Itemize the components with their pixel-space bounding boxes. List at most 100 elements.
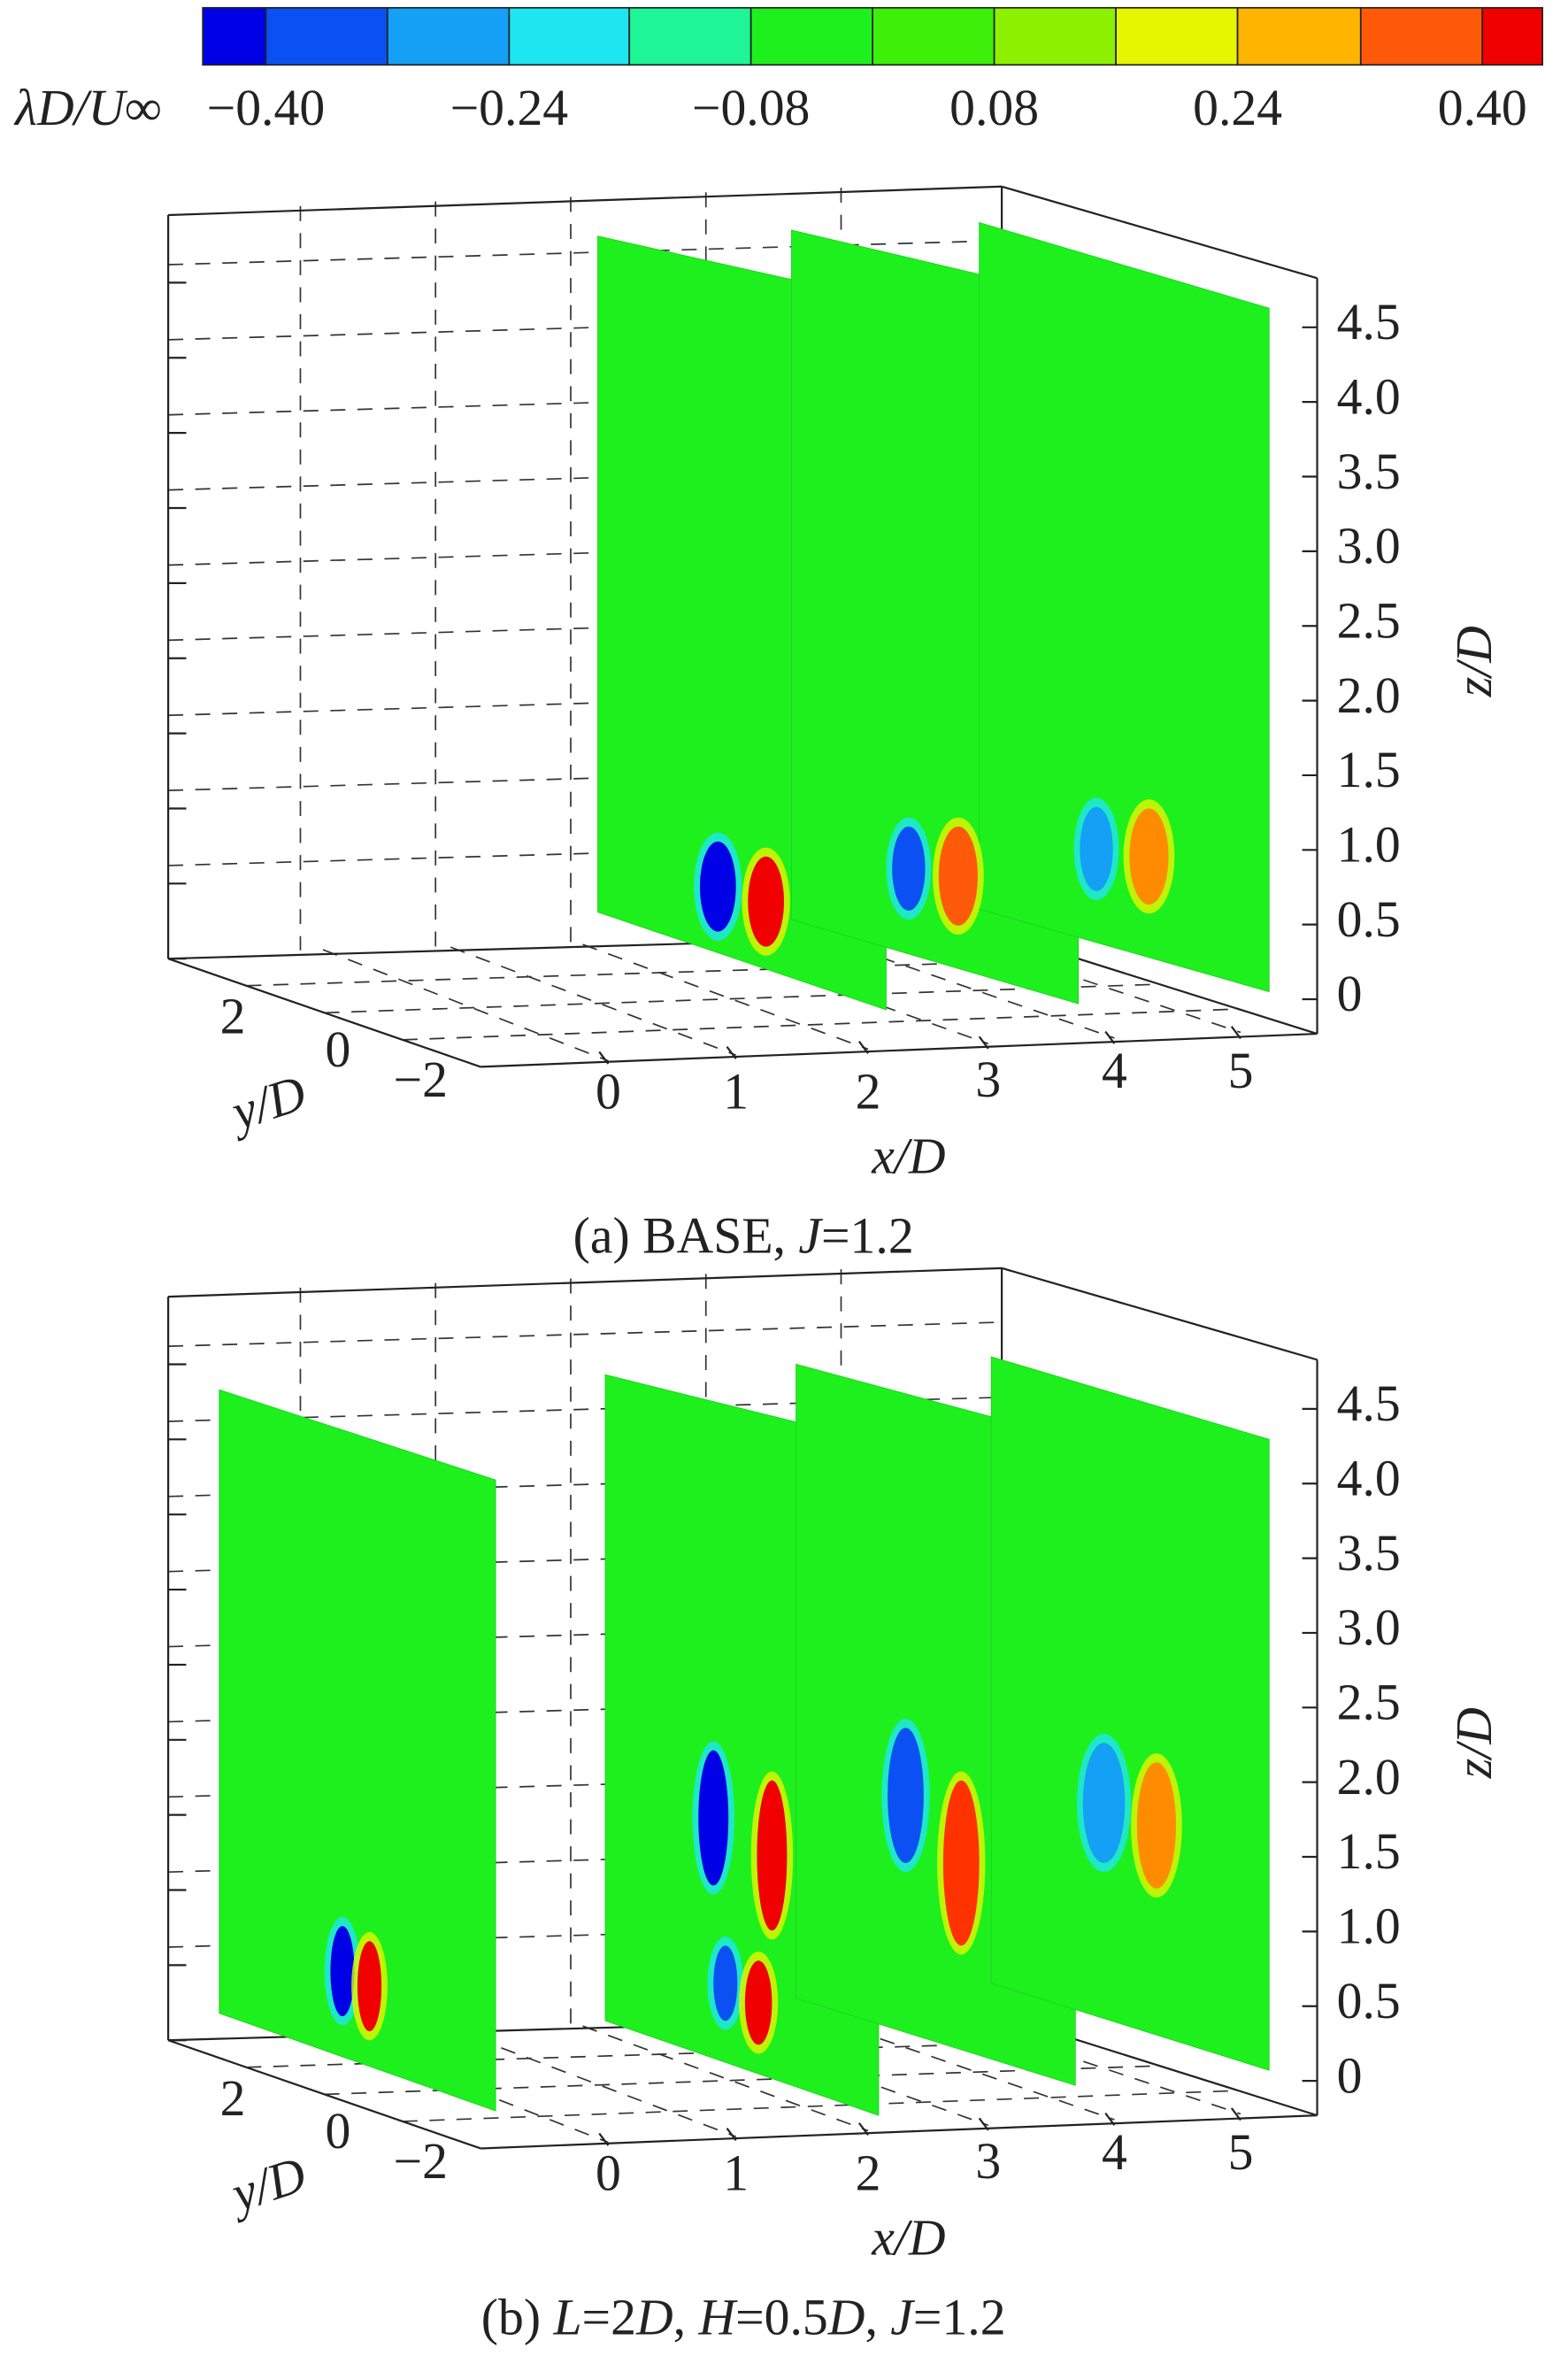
vortex-core [699, 841, 736, 932]
x-tick-label: 0 [596, 1065, 621, 1120]
x-tick-label: 3 [975, 1052, 1001, 1108]
grid-line [955, 935, 1241, 1034]
z-axis-label: z/D [1447, 626, 1503, 697]
x-tick-label: 4 [1102, 1043, 1127, 1099]
axis-line [1001, 1267, 1318, 1361]
colorbar-segment [265, 6, 388, 66]
colorbar-segment [872, 6, 995, 66]
x-tick-label: 3 [975, 2134, 1001, 2190]
x-tick-label: 2 [856, 2146, 881, 2202]
z-tick-label: 0.5 [1337, 892, 1401, 948]
x-tick-label: 1 [723, 1065, 749, 1120]
grid-line [168, 1321, 1003, 1347]
x-tick [598, 1051, 610, 1065]
caption-part: , [865, 2291, 890, 2346]
axis-line [168, 1267, 1003, 1298]
z-tick-label: 1.0 [1337, 818, 1401, 874]
grid-line [168, 240, 1003, 266]
grid-line [246, 959, 1081, 987]
z-tick-label: 4.0 [1337, 1451, 1401, 1506]
axis-line [480, 1032, 1318, 1068]
caption-part: (b) [481, 2291, 554, 2346]
caption-part: (a) BASE, [573, 1209, 799, 1265]
axis-line [167, 958, 481, 1068]
vortex-core [713, 1945, 738, 2021]
vortex-core [1136, 1762, 1176, 1889]
z-axis-label: z/D [1447, 1707, 1503, 1779]
x-tick-label: 4 [1102, 2125, 1127, 2181]
panel: 0 0.5 1.0 1.5 2.0 2.5 3.0 3.5 4.0 4.5 z/D 0 1 2 3 4 5 x/D… [166, 185, 1503, 1265]
vortex-core [330, 1926, 355, 2017]
grid-line [955, 2017, 1241, 2115]
x-tick [857, 2122, 869, 2136]
colorbar-segment [749, 6, 873, 66]
vortex-core [757, 1780, 788, 1931]
z-tick-label: 1.0 [1337, 1899, 1401, 1955]
vortex-core [698, 1750, 729, 1886]
caption-part: , [673, 2291, 699, 2346]
colorbar-segment [508, 6, 631, 66]
y-axis-label: y/D [221, 1065, 312, 1142]
y-tick-label: −2 [394, 1052, 448, 1108]
grid-line [168, 389, 1003, 416]
grid-line [828, 938, 1115, 1039]
caption-part: D [827, 2291, 865, 2346]
z-tick-label: 3.5 [1337, 444, 1401, 500]
grid-line [582, 943, 869, 1051]
grid-line [703, 941, 989, 1045]
y-tick-label: 0 [325, 2104, 350, 2160]
grid-line [168, 465, 1003, 491]
caption-part: D [635, 2291, 673, 2346]
x-tick-label: 5 [1228, 2125, 1254, 2181]
caption-part: =1.2 [913, 2291, 1006, 2346]
x-axis-label: x/D [871, 1129, 945, 1185]
colorbar-segment [1481, 6, 1543, 66]
vortex-core [357, 1941, 382, 2032]
caption: (b) L=2D, H=0.5D, J=1.2 [481, 2291, 1006, 2346]
vortex-core [938, 826, 978, 926]
vortex-core [942, 1780, 980, 1946]
grid-line [402, 2090, 1239, 2122]
colorbar-segment [1115, 6, 1239, 66]
vortex-core [1129, 808, 1169, 905]
x-tick [726, 2128, 737, 2141]
z-tick-label: 4.5 [1337, 295, 1401, 350]
caption: (a) BASE, J=1.2 [573, 1209, 914, 1265]
z-tick-label: 0 [1337, 966, 1363, 1022]
slice-plane [979, 221, 1270, 993]
x-tick [1230, 1026, 1241, 1040]
z-tick-label: 0 [1337, 2048, 1363, 2104]
colorbar-segment [1359, 6, 1484, 66]
grid-line [450, 946, 736, 1056]
z-tick-label: 1.5 [1337, 743, 1401, 798]
axis-line [1001, 185, 1318, 280]
grid-line [168, 1396, 1003, 1422]
colorbar-tick-label: −0.40 [207, 81, 326, 136]
slice-plane [990, 1356, 1270, 2071]
vortex-core [748, 856, 784, 947]
x-tick [598, 2132, 610, 2146]
x-tick [978, 2117, 989, 2131]
z-tick-label: 2.5 [1337, 1675, 1401, 1731]
z-tick-label: 2.0 [1337, 1750, 1401, 1805]
x-tick [1104, 2112, 1116, 2126]
grid-line [168, 766, 1003, 791]
x-tick-label: 0 [596, 2146, 621, 2202]
z-tick-label: 2.0 [1337, 668, 1401, 724]
vortex-core [888, 1728, 924, 1863]
grid-line [322, 2030, 609, 2144]
colorbar-segment [387, 6, 511, 66]
caption-part: =0.5 [735, 2291, 828, 2346]
caption-part: =1.2 [821, 1209, 914, 1265]
y-tick-label: 2 [220, 2071, 246, 2127]
colorbar-tick-label: −0.24 [450, 81, 569, 136]
x-tick [1230, 2107, 1241, 2121]
grid-line [703, 2022, 989, 2127]
colorbar-segment [628, 6, 752, 66]
colorbar-tick-label: 0.40 [1438, 81, 1527, 136]
colorbar-tick-label: 0.24 [1193, 81, 1282, 136]
x-tick-label: 5 [1228, 1043, 1254, 1099]
colorbar-segment [202, 6, 267, 66]
